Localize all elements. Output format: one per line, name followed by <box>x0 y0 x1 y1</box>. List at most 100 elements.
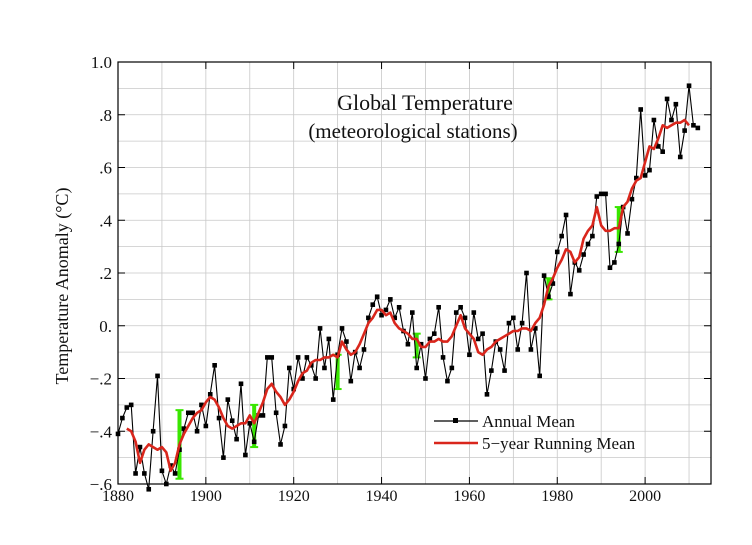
annual-mean-point <box>598 191 604 197</box>
annual-mean-point <box>207 392 213 397</box>
annual-mean-point <box>616 241 622 247</box>
annual-mean-point <box>405 341 411 347</box>
annual-mean-point <box>484 392 490 397</box>
annual-mean-point <box>155 373 160 379</box>
annual-mean-point <box>379 312 384 318</box>
annual-mean-point <box>326 336 332 342</box>
x-tick-label: 1920 <box>278 488 310 505</box>
annual-mean-point <box>664 96 670 102</box>
annual-mean-point <box>150 428 156 434</box>
annual-mean-point <box>133 471 138 476</box>
annual-mean-point <box>603 191 608 197</box>
annual-mean-point <box>410 310 415 315</box>
annual-mean-point <box>524 270 529 276</box>
annual-mean-point <box>669 117 674 123</box>
annual-mean-point <box>120 415 125 421</box>
x-tick-label: 1900 <box>190 488 222 505</box>
annual-mean-point <box>234 436 239 442</box>
annual-mean-point <box>203 423 209 429</box>
annual-mean-point <box>427 336 433 342</box>
y-tick-label: 0. <box>99 317 112 336</box>
annual-mean-point <box>265 355 270 360</box>
annual-mean-point <box>594 194 600 199</box>
annual-mean-point <box>528 347 534 352</box>
annual-mean-point <box>471 310 477 315</box>
annual-mean-point <box>581 252 586 257</box>
annual-mean-point <box>502 368 507 373</box>
legend-annual-marker <box>453 418 458 423</box>
annual-mean-point <box>159 468 165 474</box>
annual-mean-point <box>357 365 362 371</box>
y-tick-label: .2 <box>99 264 112 283</box>
annual-mean-point <box>181 426 187 431</box>
chart-subtitle: (meteorological stations) <box>308 119 517 143</box>
y-tick-label: 1.0 <box>91 53 112 72</box>
annual-mean-point <box>348 378 354 384</box>
annual-mean-point <box>282 423 288 429</box>
annual-mean-point <box>673 101 679 107</box>
annual-mean-point <box>677 154 683 160</box>
annual-mean-point <box>295 355 301 360</box>
annual-mean-point <box>695 125 701 131</box>
annual-mean-point <box>660 149 665 154</box>
annual-mean-point <box>612 260 617 265</box>
annual-mean-point <box>642 173 648 178</box>
y-tick-label: −.2 <box>90 370 112 389</box>
y-tick-label: .4 <box>99 211 112 230</box>
annual-mean-point <box>436 304 441 310</box>
annual-mean-point <box>691 123 696 128</box>
annual-mean-point <box>625 231 630 236</box>
annual-mean-point <box>480 331 485 336</box>
y-axis-label: Temperature Anomaly (°C) <box>52 188 73 385</box>
annual-mean-point <box>225 397 231 402</box>
annual-mean-point <box>467 352 472 358</box>
chart-title: Global Temperature <box>337 90 513 115</box>
annual-mean-point <box>238 381 244 387</box>
annual-mean-point <box>414 365 419 371</box>
legend-running-label: 5−year Running Mean <box>482 434 636 453</box>
annual-mean-point <box>392 315 398 321</box>
y-axis: −.6 −.4 −.2 0. .2 .4 .6 .8 1.0 <box>90 53 711 494</box>
annual-mean-point <box>370 302 376 307</box>
annual-mean-point <box>317 326 323 331</box>
annual-mean-point <box>251 439 257 445</box>
legend-annual-label: Annual Mean <box>482 412 576 431</box>
annual-mean-point <box>260 413 266 418</box>
x-axis: 1880 1900 1920 1940 1960 1980 2000 <box>102 62 661 505</box>
annual-mean-point <box>607 265 613 271</box>
annual-mean-point <box>453 310 459 315</box>
annual-mean-point <box>243 452 248 458</box>
annual-mean-point <box>554 249 560 255</box>
annual-mean-point <box>388 297 393 302</box>
annual-mean-point <box>489 368 494 373</box>
x-tick-label: 1940 <box>366 488 398 505</box>
annual-mean-point <box>269 355 275 360</box>
annual-mean-point <box>366 315 371 321</box>
annual-mean-point <box>300 376 305 381</box>
annual-mean-point <box>287 365 292 371</box>
annual-mean-point <box>629 196 635 202</box>
running-mean-series <box>126 118 691 473</box>
annual-mean-point <box>511 315 516 321</box>
annual-mean-point <box>199 402 204 408</box>
annual-mean-point <box>216 415 222 421</box>
annual-mean-series <box>115 83 701 492</box>
annual-mean-point <box>647 167 652 173</box>
annual-mean-point <box>546 294 551 300</box>
annual-mean-point <box>304 355 310 360</box>
annual-mean-point <box>445 378 450 384</box>
annual-mean-point <box>449 365 455 371</box>
annual-mean-point <box>374 294 380 300</box>
annual-mean-point <box>541 273 547 278</box>
x-tick-label: 1880 <box>102 488 134 505</box>
annual-mean-point <box>322 365 327 371</box>
annual-mean-point <box>655 144 661 149</box>
annual-mean-point <box>458 304 463 310</box>
annual-mean-point <box>537 373 542 379</box>
annual-mean-point <box>339 326 345 331</box>
annual-mean-point <box>682 128 687 133</box>
annual-mean-point <box>440 355 446 360</box>
annual-mean-point <box>423 376 428 381</box>
